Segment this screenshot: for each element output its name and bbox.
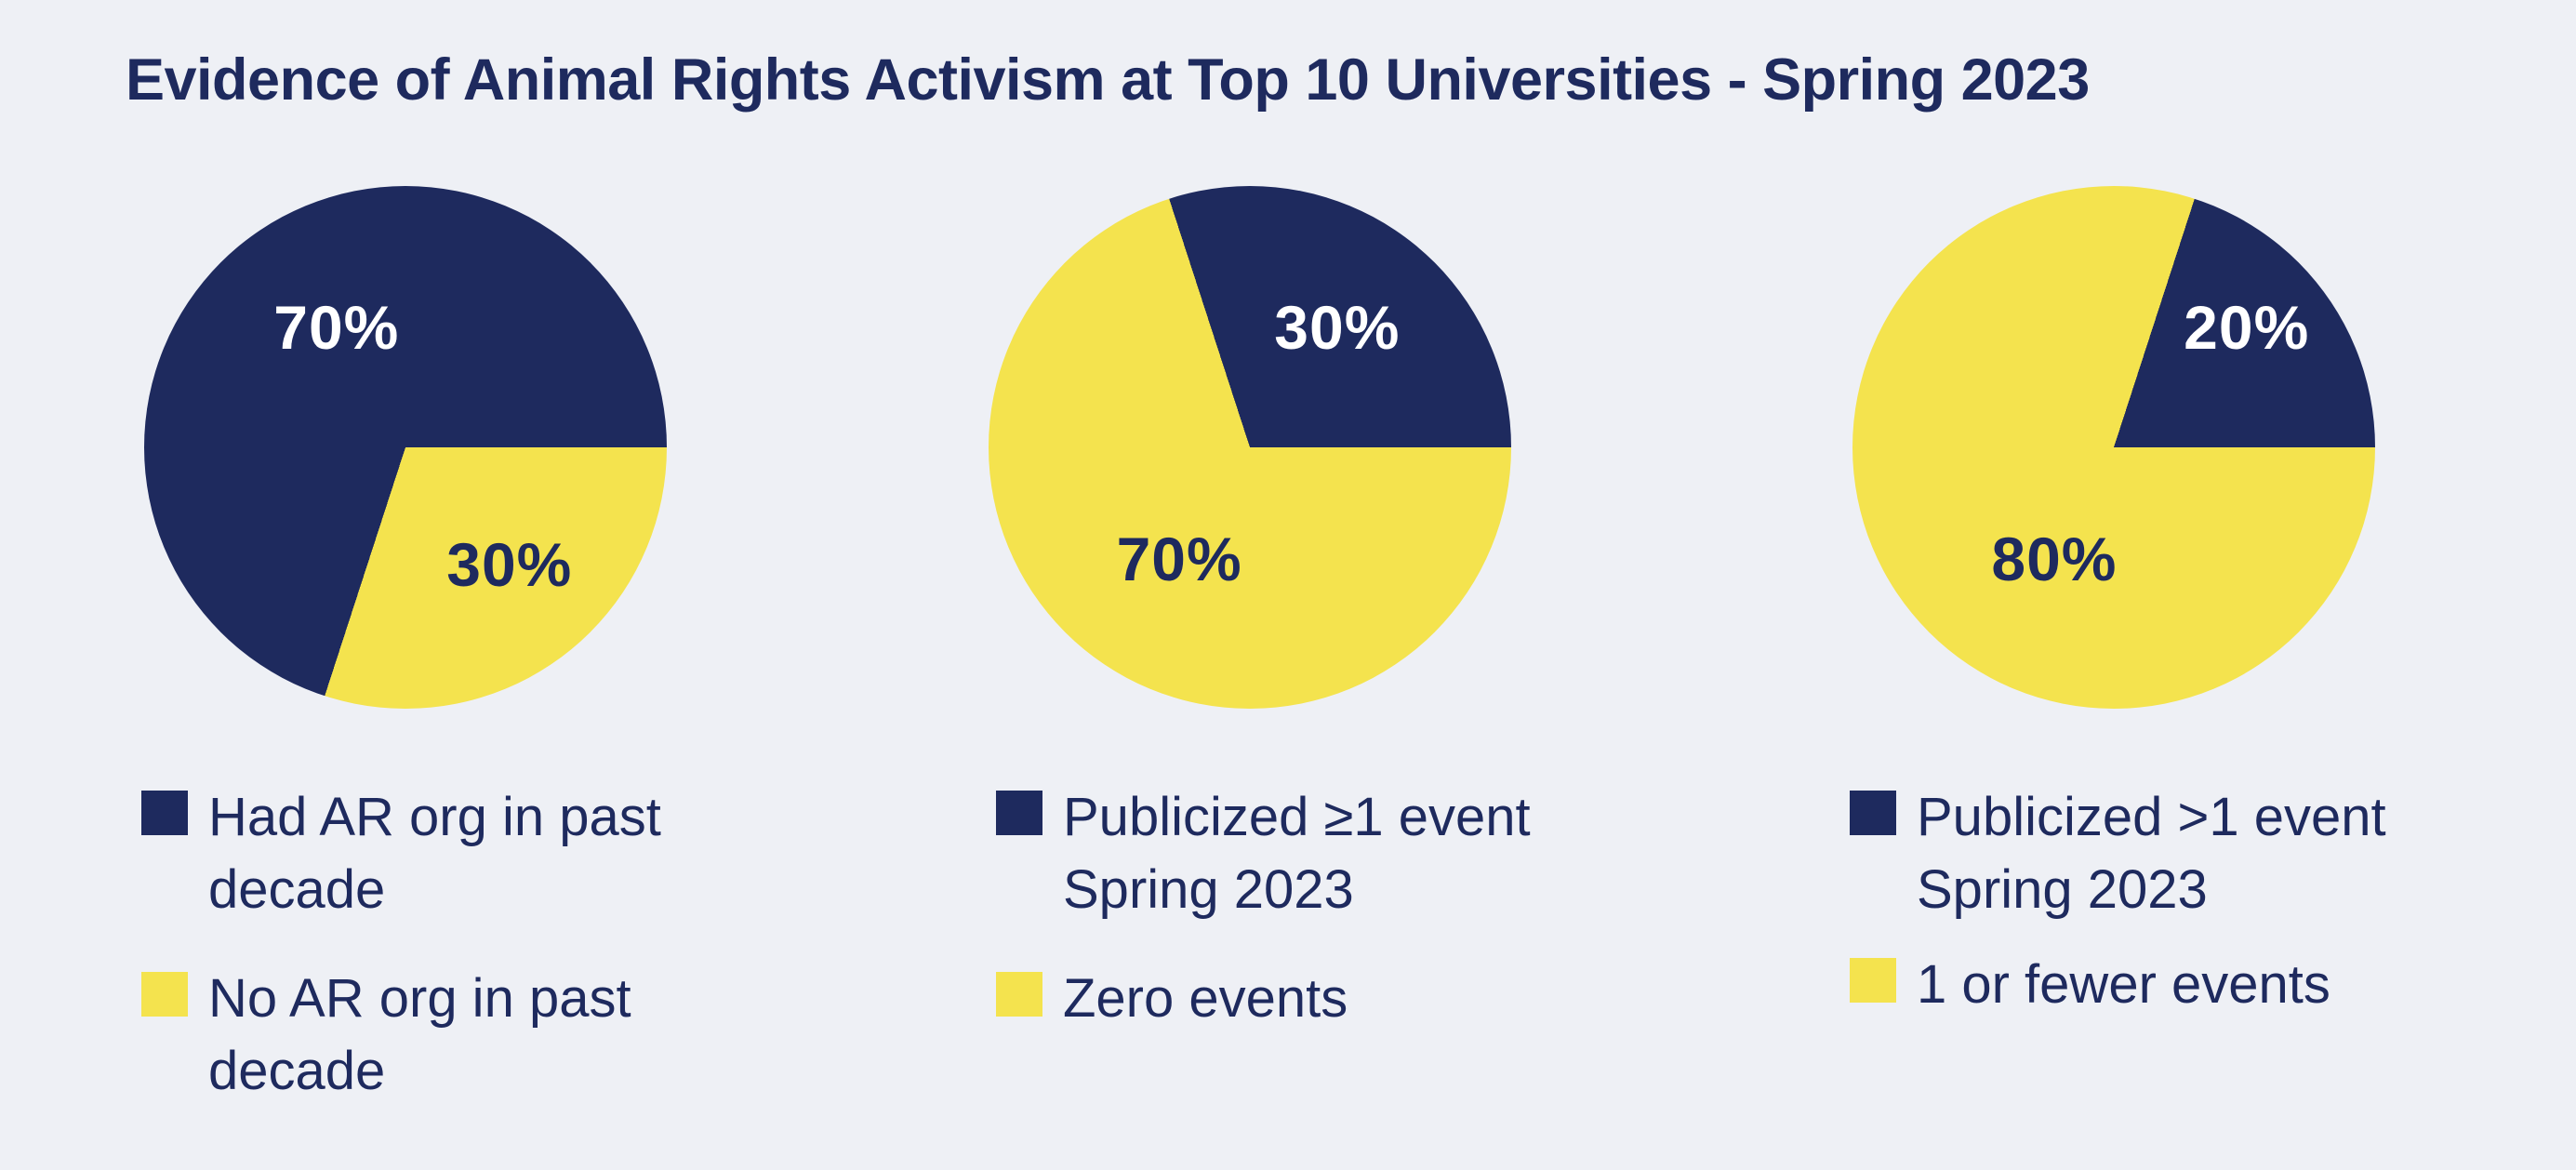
legend-label: Publicized ≥1 event Spring 2023 <box>1063 787 1531 920</box>
pie-slice-value-label: 20% <box>2184 292 2310 362</box>
pie-chart-publicized-ge1-event: 30% 70% <box>989 186 1511 709</box>
legend-swatch-navy <box>1850 791 1896 835</box>
legend-row: Publicized ≥1 event Spring 2023 <box>996 781 1531 926</box>
legend-label: 1 or fewer events <box>1917 954 2330 1015</box>
legend-row: Zero events <box>996 963 1348 1035</box>
legend-row: No AR org in past decade <box>141 963 631 1108</box>
pie-slice-value-label: 80% <box>1991 525 2118 594</box>
pie-chart-publicized-gt1-event: 20% 80% <box>1852 186 2375 709</box>
legend-label: No AR org in past decade <box>208 968 631 1101</box>
pie-slice-value-label: 70% <box>273 292 400 362</box>
legend-swatch-yellow <box>996 972 1042 1017</box>
legend-row: 1 or fewer events <box>1850 949 2330 1021</box>
legend-swatch-yellow <box>1850 958 1896 1003</box>
legend-swatch-yellow <box>141 972 188 1017</box>
legend-swatch-navy <box>996 791 1042 835</box>
legend-label: Zero events <box>1063 968 1348 1029</box>
pie-slice-value-label: 70% <box>1116 525 1242 594</box>
legend-row: Publicized >1 event Spring 2023 <box>1850 781 2386 926</box>
pie-slice-value-label: 30% <box>446 529 573 599</box>
legend-label: Publicized >1 event Spring 2023 <box>1917 787 2386 920</box>
legend-row: Had AR org in past decade <box>141 781 661 926</box>
pie-chart-ar-org: 70% 30% <box>144 186 667 709</box>
legend-swatch-navy <box>141 791 188 835</box>
pie-slice-value-label: 30% <box>1274 292 1401 362</box>
page-title: Evidence of Animal Rights Activism at To… <box>126 47 2090 113</box>
legend-label: Had AR org in past decade <box>208 787 661 920</box>
